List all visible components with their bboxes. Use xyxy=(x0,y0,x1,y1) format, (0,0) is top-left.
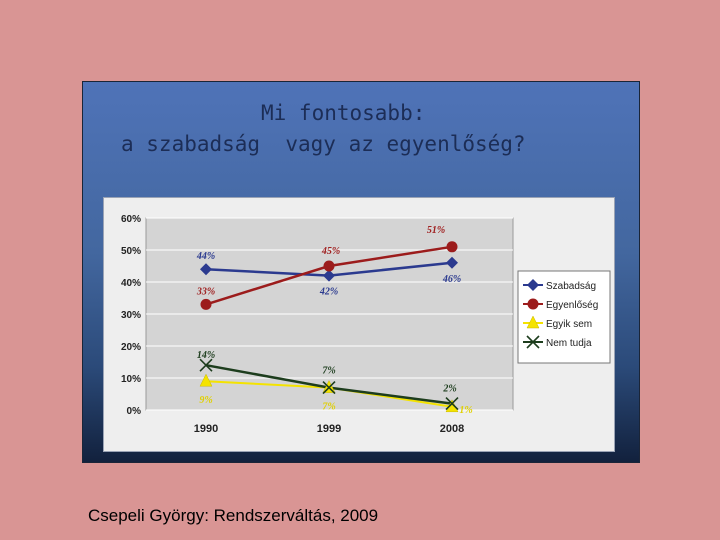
legend-label: Szabadság xyxy=(546,281,596,292)
legend-marker-szabadság xyxy=(527,279,539,291)
x-tick-label: 1990 xyxy=(194,423,218,435)
data-point-nem tudja xyxy=(199,358,213,372)
data-label: 33% xyxy=(196,286,215,297)
line-chart: 0% 10% 20% 30% 40% 50% 60% 1990 1999 2008 44% 42% 46… xyxy=(121,214,611,435)
chart-panel: 0% 10% 20% 30% 40% 50% 60% 1990 1999 2008 44% 42% 46… xyxy=(103,197,615,452)
legend-marker-nem tudja xyxy=(526,335,540,349)
y-tick-label: 50% xyxy=(121,246,141,257)
legend-label: Egyenlőség xyxy=(546,300,598,311)
legend-marker-egyik sem xyxy=(526,315,540,329)
data-label: 7% xyxy=(322,402,335,413)
legend-label: Nem tudja xyxy=(546,338,592,349)
source-caption: Csepeli György: Rendszerváltás, 2009 xyxy=(88,506,379,525)
legend-label: Egyik sem xyxy=(546,319,592,330)
slide: Mi fontosabb: a szabadság vagy az egyenl… xyxy=(82,81,640,463)
slide-title-line-2: a szabadság vagy az egyenlőség? xyxy=(121,132,526,156)
data-label: 1% xyxy=(459,405,472,416)
x-tick-label: 2008 xyxy=(440,423,464,435)
y-tick-label: 10% xyxy=(121,374,141,385)
data-label: 42% xyxy=(319,287,338,298)
data-label: 46% xyxy=(442,274,461,285)
data-point-szabadság xyxy=(446,256,458,269)
x-tick-label: 1999 xyxy=(317,423,341,435)
y-tick-label: 30% xyxy=(121,310,141,321)
data-label: 14% xyxy=(197,350,215,361)
data-point-nem tudja xyxy=(445,397,459,411)
data-point-egyenlőség xyxy=(200,298,212,310)
data-label: 45% xyxy=(321,246,340,257)
data-point-szabadság xyxy=(323,269,335,282)
slide-title-line-1: Mi fontosabb: xyxy=(261,101,426,125)
y-tick-label: 60% xyxy=(121,214,141,225)
data-point-nem tudja xyxy=(322,381,336,395)
data-point-egyik sem xyxy=(199,373,213,387)
data-point-egyenlőség xyxy=(446,241,458,253)
y-tick-label: 0% xyxy=(127,406,142,417)
y-tick-label: 40% xyxy=(121,278,141,289)
data-point-szabadság xyxy=(200,263,212,276)
data-label: 2% xyxy=(442,384,456,395)
data-label: 7% xyxy=(322,366,335,377)
data-point-egyenlőség xyxy=(323,260,335,272)
y-tick-label: 20% xyxy=(121,342,141,353)
data-label: 9% xyxy=(199,395,212,406)
data-label: 44% xyxy=(196,251,215,262)
legend-marker-egyenlőség xyxy=(527,298,539,310)
data-label: 51% xyxy=(427,225,445,236)
